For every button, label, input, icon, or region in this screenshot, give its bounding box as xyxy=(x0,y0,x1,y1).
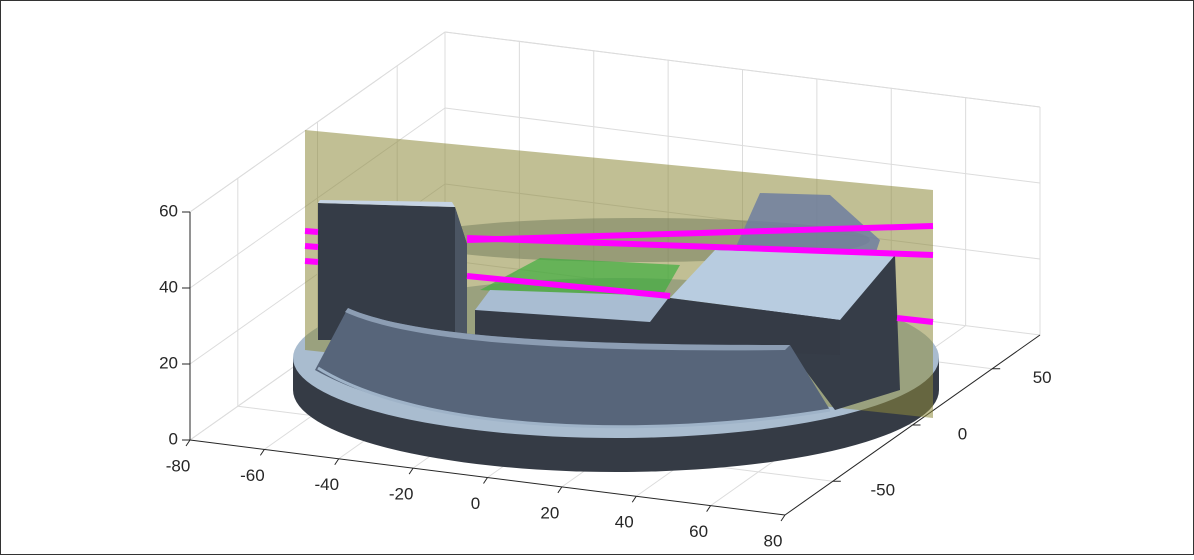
ray xyxy=(305,246,318,247)
x-tick-label: 60 xyxy=(689,522,708,541)
left-tower xyxy=(318,203,467,340)
z-tick-label: 0 xyxy=(169,429,178,448)
x-tick-label: 40 xyxy=(615,513,634,532)
ray xyxy=(305,261,318,262)
x-tick-label: -60 xyxy=(240,466,265,485)
x-tick-label: 20 xyxy=(540,503,559,522)
x-tick-label: 80 xyxy=(764,531,783,550)
x-tick-label: -40 xyxy=(314,475,339,494)
z-tick-label: 40 xyxy=(159,277,178,296)
x-tick-label: 0 xyxy=(471,494,480,513)
chart: -80 -60 -40 -20 0 20 40 60 80 -50 0 50 0 20 40 60 xyxy=(0,0,1194,555)
z-tick-label: 20 xyxy=(159,353,178,372)
ray xyxy=(897,318,933,322)
x-tick-label: -20 xyxy=(389,485,414,504)
z-tick-label: 60 xyxy=(159,201,178,220)
y-tick-label: -50 xyxy=(871,481,896,500)
x-tick-label: -80 xyxy=(166,456,191,475)
y-tick-label: 50 xyxy=(1033,368,1052,387)
ray xyxy=(305,231,318,232)
y-tick-label: 0 xyxy=(958,424,967,443)
